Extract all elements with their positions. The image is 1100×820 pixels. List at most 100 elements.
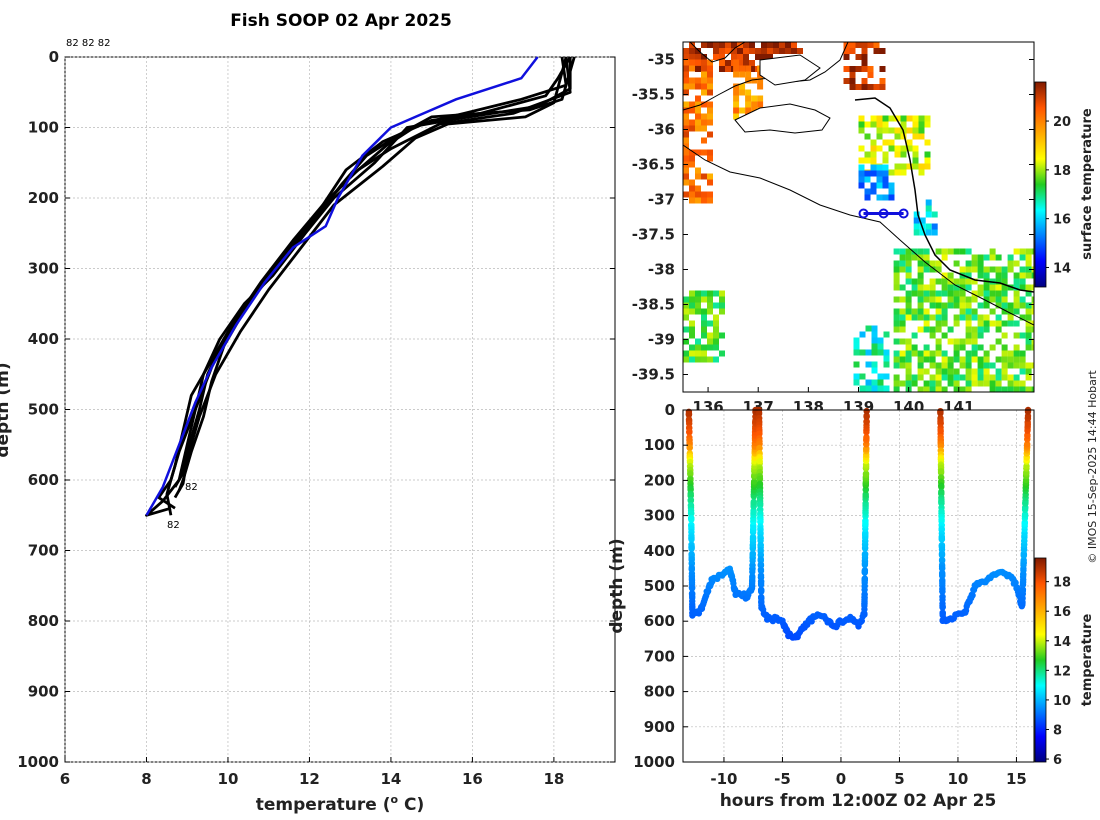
section-sample	[1020, 551, 1028, 559]
sst-pixel	[918, 115, 925, 122]
sst-pixel	[1007, 254, 1014, 261]
sst-pixel	[893, 248, 900, 255]
sst-pixel	[861, 60, 868, 66]
section-sample	[938, 516, 945, 523]
sst-pixel	[683, 296, 689, 303]
sst-pixel	[918, 169, 925, 176]
sst-pixel	[905, 314, 912, 321]
sst-pixel	[906, 139, 913, 146]
sst-pixel	[1007, 350, 1014, 357]
section-sample	[757, 547, 764, 554]
section-sample	[757, 518, 764, 525]
sst-pixel	[900, 145, 907, 152]
sst-pixel	[864, 133, 871, 140]
sst-pixel	[689, 48, 695, 54]
sst-pixel	[935, 368, 942, 375]
sst-pixel	[1013, 320, 1020, 327]
section-sample	[1020, 576, 1027, 583]
sst-pixel	[953, 302, 960, 309]
sst-pixel	[905, 368, 912, 375]
y-tick-label: 1000	[17, 753, 59, 771]
sst-pixel	[899, 254, 906, 261]
sst-pixel	[983, 374, 990, 381]
sst-pixel	[977, 368, 984, 375]
sst-pixel	[977, 302, 984, 309]
sst-pixel	[917, 266, 924, 273]
sst-pixel	[893, 296, 900, 303]
sst-pixel	[707, 332, 713, 339]
sst-pixel	[900, 151, 907, 158]
sst-pixel	[1007, 380, 1014, 387]
y-tick-label: 200	[28, 189, 59, 207]
sst-pixel	[917, 356, 924, 363]
sst-pixel	[858, 170, 865, 177]
sst-pixel	[871, 343, 878, 350]
sst-pixel	[707, 296, 713, 303]
section-sample	[861, 611, 868, 618]
sst-pixel	[873, 84, 880, 90]
sst-pixel	[689, 185, 695, 192]
sst-pixel	[941, 362, 948, 369]
sst-pixel	[1013, 374, 1020, 381]
sst-pixel	[1019, 266, 1026, 273]
sst-pixel	[737, 48, 743, 54]
sst-pixel	[749, 42, 755, 48]
sst-pixel	[853, 337, 860, 344]
sst-pixel	[785, 48, 791, 54]
sst-pixel	[683, 83, 689, 90]
sst-pixel	[888, 127, 895, 134]
section-sample	[862, 486, 869, 494]
section-x-tick-label: 0	[836, 770, 846, 788]
sst-pixel	[935, 374, 942, 381]
sst-pixel	[923, 248, 930, 255]
sst-pixel	[701, 173, 707, 180]
sst-pixel	[905, 344, 912, 351]
sst-pixel	[912, 163, 919, 170]
sst-pixel	[1001, 296, 1008, 303]
section-y-tick-label: 800	[644, 683, 675, 701]
profile-gridlines	[64, 56, 615, 763]
sst-pixel	[695, 77, 701, 84]
sst-colorbar-tick-label: 14	[1053, 261, 1071, 276]
section-x-tick-label: 5	[894, 770, 904, 788]
sst-pixel	[941, 272, 948, 279]
section-sample	[757, 567, 765, 575]
section-x-axis-label: hours from 12:00Z 02 Apr 25	[720, 791, 997, 811]
sst-pixel	[882, 176, 889, 183]
sst-pixel	[947, 290, 954, 297]
sst-pixel	[695, 185, 701, 192]
sst-pixel	[761, 54, 767, 60]
sst-pixel	[871, 331, 878, 338]
sst-pixel	[917, 326, 924, 333]
section-y-tick-label: 100	[644, 436, 675, 454]
temperature-colorbar-tick-label: 14	[1053, 635, 1071, 650]
sst-pixel	[959, 296, 966, 303]
sst-pixel	[913, 223, 920, 230]
sst-pixel	[924, 151, 931, 158]
sst-pixel	[965, 296, 972, 303]
sst-pixel	[1013, 332, 1020, 339]
sst-pixel	[995, 266, 1002, 273]
sst-pixel	[953, 386, 960, 392]
sst-pixel	[751, 77, 758, 84]
sst-pixel	[882, 139, 889, 146]
sst-pixel	[719, 290, 725, 297]
profile-end-label-1: 82	[185, 482, 198, 493]
sst-pixel	[1025, 344, 1032, 351]
sst-pixel	[929, 356, 936, 363]
sst-pixel	[1001, 284, 1008, 291]
section-sample	[687, 471, 694, 478]
section-sample	[1021, 519, 1028, 527]
sst-pixel	[913, 217, 920, 224]
sst-pixel	[695, 101, 701, 108]
sst-pixel	[695, 125, 701, 132]
sst-pixel	[707, 71, 713, 78]
sst-pixel	[941, 278, 948, 285]
sst-pixel	[865, 349, 872, 356]
section-sample	[1023, 441, 1031, 448]
sst-pixel	[893, 308, 900, 315]
sst-pixel	[859, 385, 866, 392]
sst-pixel	[701, 356, 707, 363]
profile-line-3	[173, 56, 568, 488]
sst-pixel	[739, 71, 746, 78]
